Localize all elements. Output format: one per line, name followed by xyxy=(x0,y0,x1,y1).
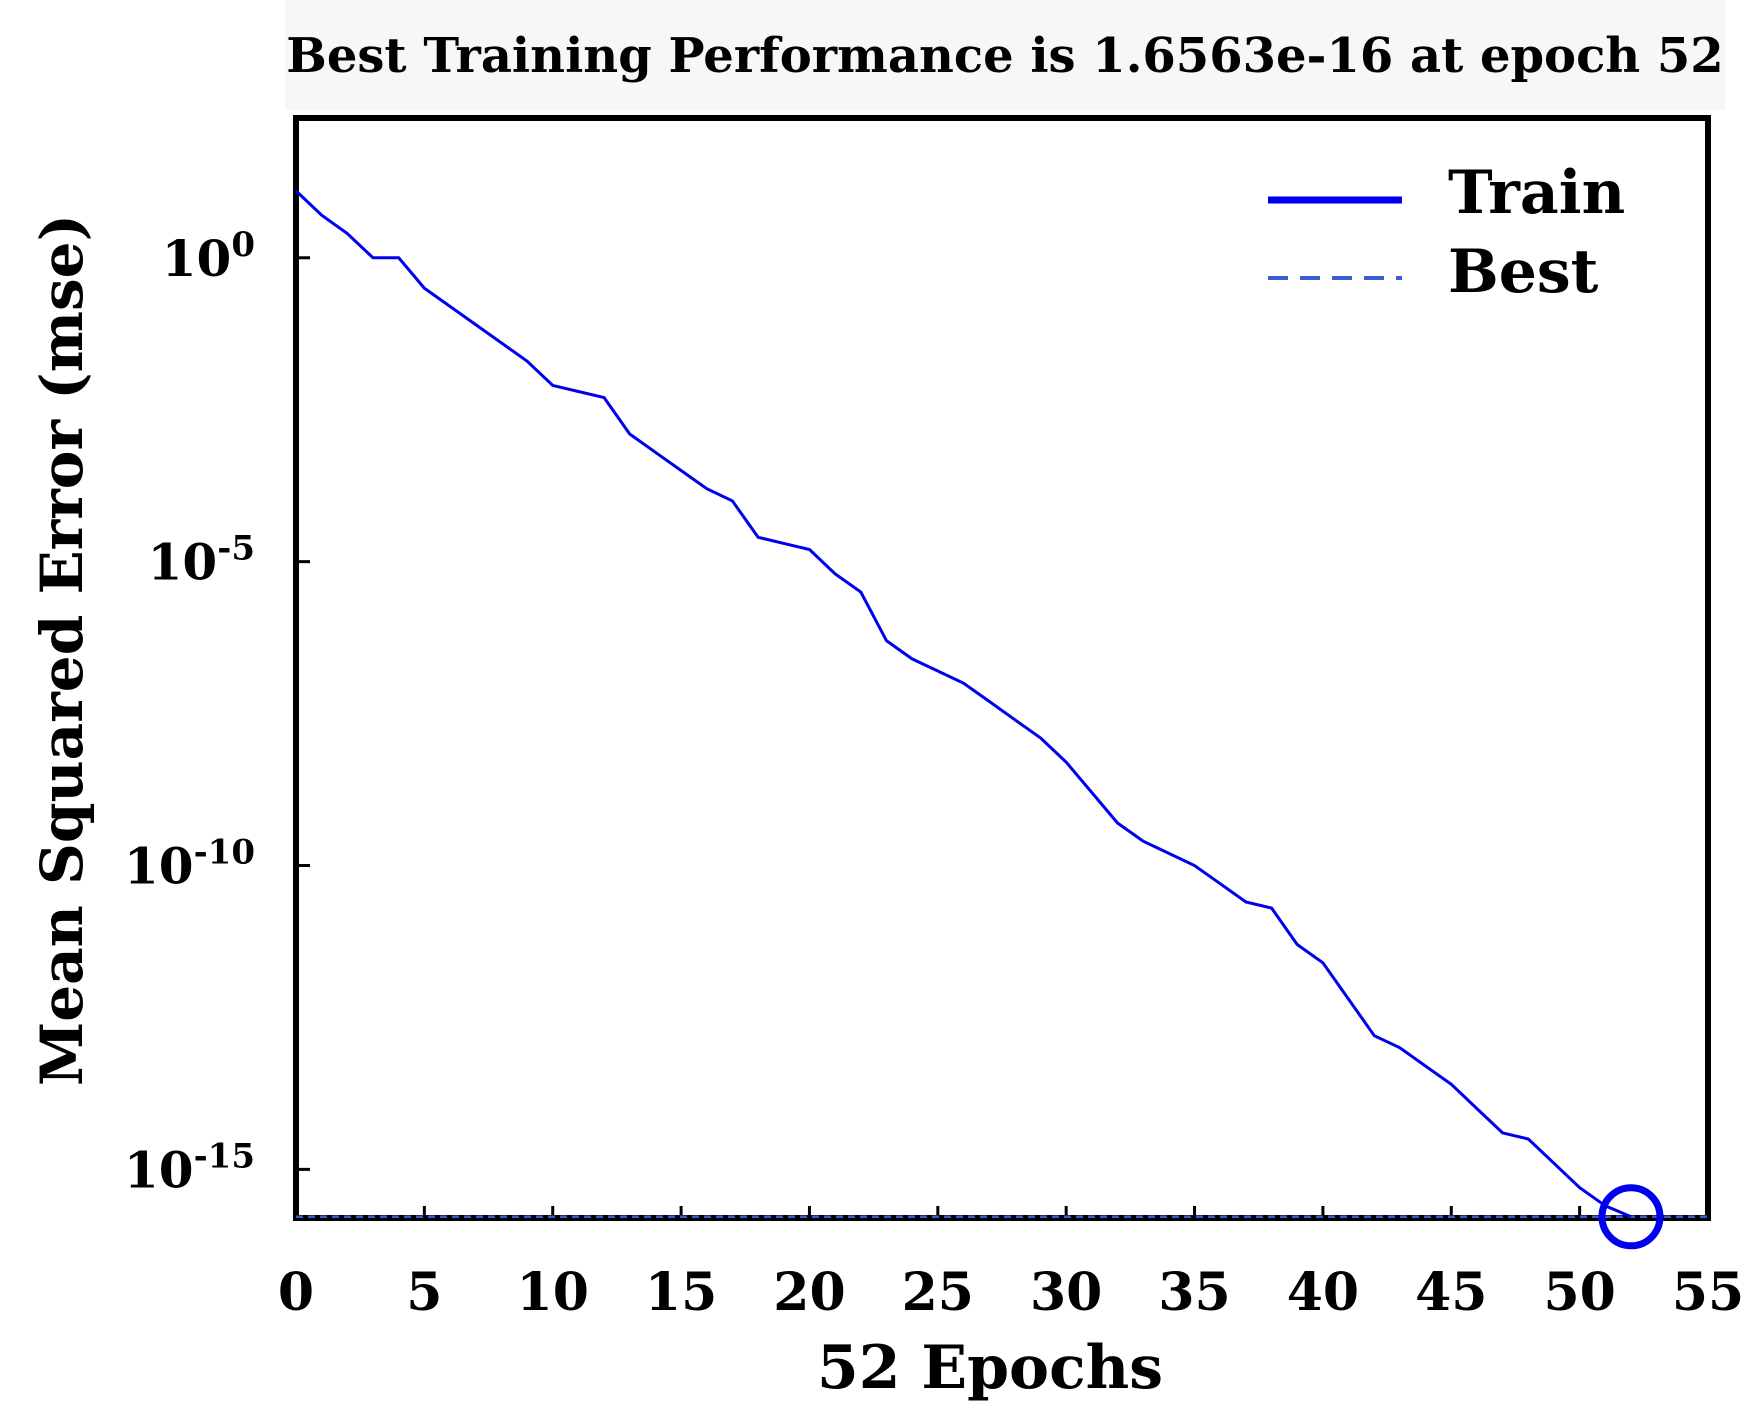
x-tick-label: 5 xyxy=(406,1262,442,1323)
x-tick-label: 0 xyxy=(278,1262,314,1323)
title-band xyxy=(285,0,1725,110)
y-tick-labels: 100 10-5 10-10 10-15 xyxy=(124,225,255,1200)
y-tick-label: 10-5 xyxy=(148,529,255,592)
x-tick-label: 50 xyxy=(1543,1262,1615,1323)
y-axis-label: Mean Squared Error (mse) xyxy=(28,214,96,1086)
plot-frame xyxy=(293,115,1711,1221)
train-series-line xyxy=(294,189,1632,1219)
axis-ticks xyxy=(294,256,1710,1218)
legend: Train Best xyxy=(1268,158,1625,307)
x-tick-label: 45 xyxy=(1415,1262,1487,1323)
x-tick-label: 10 xyxy=(517,1262,589,1323)
y-tick-label: 10-15 xyxy=(124,1136,255,1199)
x-tick-label: 30 xyxy=(1030,1262,1102,1323)
x-tick-label: 35 xyxy=(1158,1262,1230,1323)
x-tick-label: 55 xyxy=(1672,1262,1744,1323)
x-tick-label: 20 xyxy=(773,1262,845,1323)
x-tick-label: 40 xyxy=(1287,1262,1359,1323)
legend-train-label: Train xyxy=(1448,158,1625,228)
y-tick-label: 10-10 xyxy=(124,833,255,896)
y-tick-label: 100 xyxy=(162,225,255,288)
chart-title: Best Training Performance is 1.6563e-16 … xyxy=(286,28,1723,84)
x-tick-label: 15 xyxy=(645,1262,717,1323)
x-axis-label: 52 Epochs xyxy=(817,1333,1163,1403)
legend-best-label: Best xyxy=(1448,237,1599,307)
x-tick-labels: 0 5 10 15 20 25 30 35 40 45 50 55 xyxy=(278,1262,1744,1323)
x-tick-label: 25 xyxy=(902,1262,974,1323)
best-point-circle xyxy=(1598,1184,1664,1250)
